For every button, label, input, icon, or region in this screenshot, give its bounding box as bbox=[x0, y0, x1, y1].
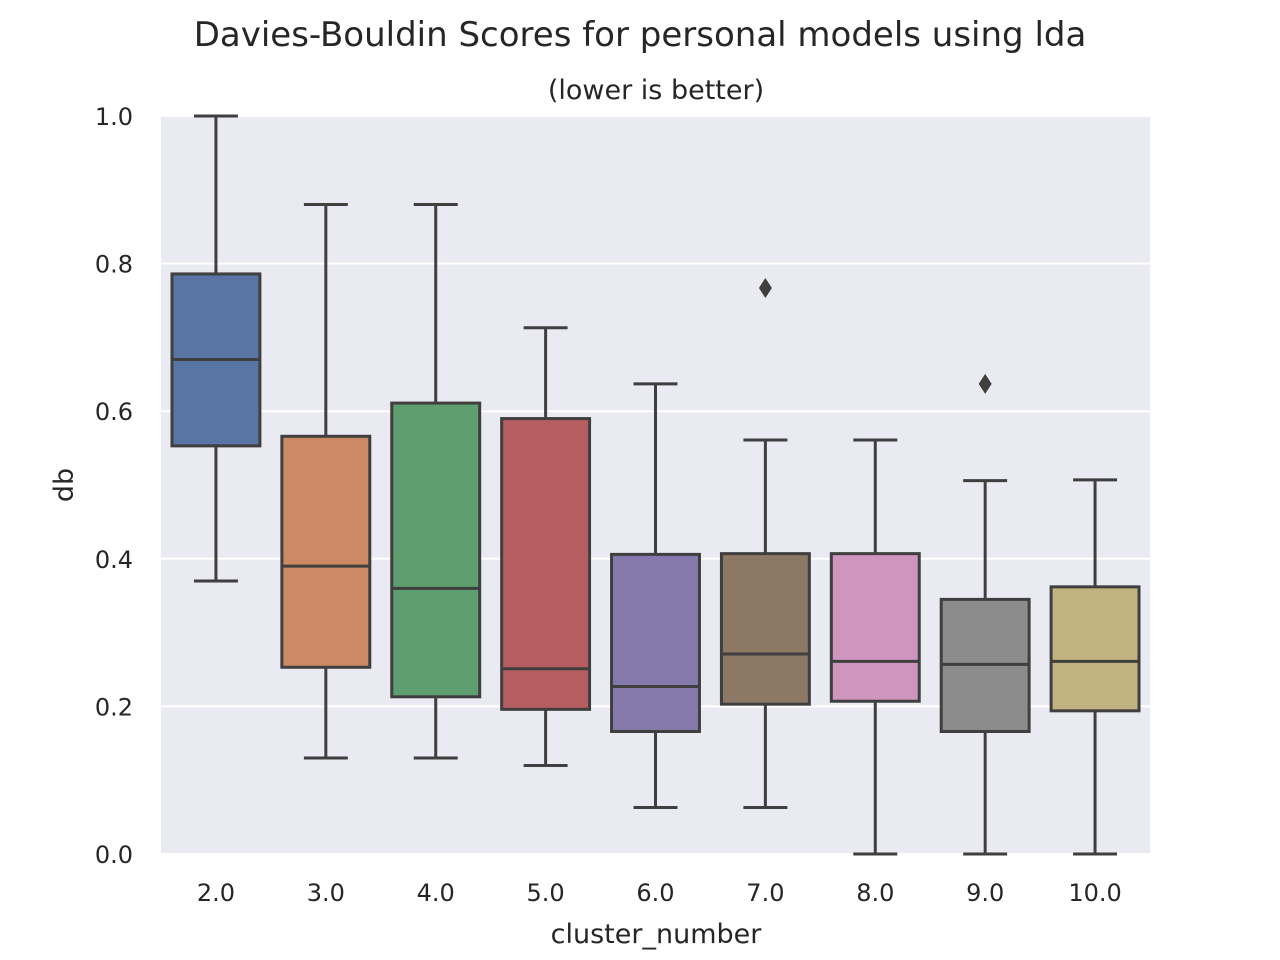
box-iqr bbox=[280, 434, 372, 669]
y-tick-label: 0.8 bbox=[95, 251, 133, 279]
box-iqr bbox=[610, 552, 701, 733]
y-tick-labels: 0.0 0.2 0.4 0.6 0.8 1.0 bbox=[95, 103, 133, 869]
outlier-point bbox=[978, 373, 992, 394]
chart-subtitle: (lower is better) bbox=[548, 75, 764, 106]
x-tick-label: 3.0 bbox=[307, 879, 345, 907]
box-group bbox=[829, 438, 921, 856]
box-group bbox=[280, 203, 372, 760]
x-tick-label: 7.0 bbox=[746, 879, 784, 907]
x-tick-labels: 2.0 3.0 4.0 5.0 6.0 7.0 8.0 9.0 10.0 bbox=[197, 879, 1122, 907]
box-group bbox=[719, 277, 811, 810]
y-axis-label: db bbox=[49, 468, 80, 502]
outlier-point bbox=[758, 277, 772, 298]
y-tick-label: 0.0 bbox=[95, 841, 133, 869]
x-tick-label: 5.0 bbox=[527, 879, 565, 907]
box-group bbox=[390, 203, 482, 760]
box-group bbox=[939, 373, 1031, 856]
x-tick-label: 9.0 bbox=[966, 879, 1004, 907]
chart-title: Davies-Bouldin Scores for personal model… bbox=[194, 15, 1087, 55]
box-iqr bbox=[1049, 585, 1141, 713]
box-group bbox=[500, 326, 592, 767]
box-iqr bbox=[500, 417, 592, 711]
x-tick-label: 4.0 bbox=[417, 879, 455, 907]
y-tick-label: 1.0 bbox=[95, 103, 133, 131]
y-tick-label: 0.6 bbox=[95, 398, 133, 426]
box-group bbox=[610, 382, 701, 810]
x-tick-label: 2.0 bbox=[197, 879, 235, 907]
box-iqr bbox=[829, 552, 921, 703]
box-iqr bbox=[719, 552, 811, 706]
y-tick-label: 0.2 bbox=[95, 693, 133, 721]
box-group bbox=[170, 114, 262, 583]
box-group bbox=[1049, 478, 1141, 856]
x-tick-label: 8.0 bbox=[856, 879, 894, 907]
x-tick-label: 6.0 bbox=[636, 879, 674, 907]
y-tick-label: 0.4 bbox=[95, 546, 133, 574]
boxes bbox=[170, 114, 1141, 856]
box-iqr bbox=[390, 401, 482, 699]
x-tick-label: 10.0 bbox=[1068, 879, 1121, 907]
x-axis-label: cluster_number bbox=[551, 919, 763, 950]
